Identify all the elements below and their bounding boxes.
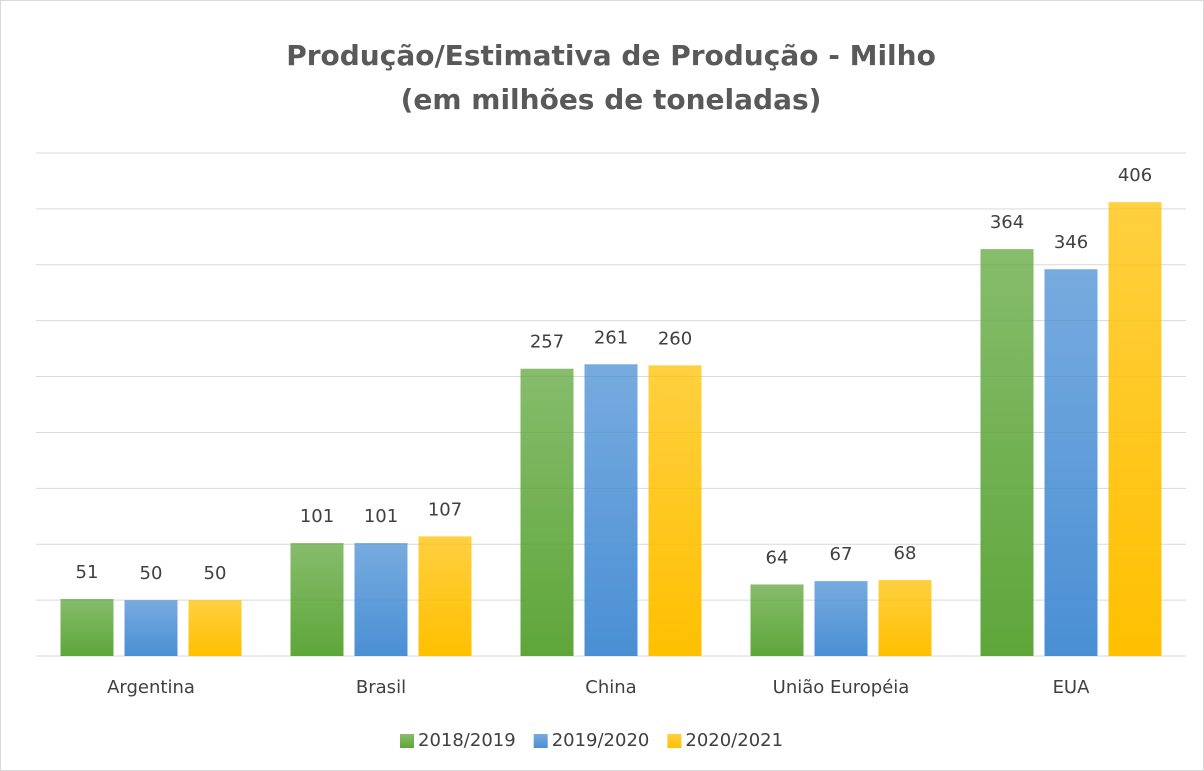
bar bbox=[188, 600, 242, 656]
legend-swatch bbox=[667, 734, 682, 748]
bar bbox=[878, 579, 932, 656]
x-tick-label: Brasil bbox=[356, 677, 406, 698]
legend-label: 2020/2021 bbox=[685, 730, 783, 751]
chart-subtitle: (em milhões de toneladas) bbox=[401, 83, 822, 116]
bar bbox=[520, 368, 574, 656]
data-label: 257 bbox=[530, 332, 564, 353]
bar bbox=[1044, 269, 1098, 656]
bar bbox=[648, 365, 702, 656]
bar bbox=[1108, 202, 1162, 656]
bar bbox=[354, 543, 408, 656]
bar bbox=[60, 598, 114, 656]
bar bbox=[124, 600, 178, 656]
legend-swatch bbox=[400, 734, 414, 748]
chart-title: Produção/Estimativa de Produção - Milho bbox=[286, 39, 936, 72]
x-tick-label: China bbox=[585, 677, 636, 698]
x-tick-label: União Européia bbox=[773, 677, 910, 698]
data-label: 51 bbox=[76, 562, 99, 583]
data-label: 364 bbox=[990, 212, 1024, 233]
data-label: 261 bbox=[594, 327, 628, 348]
legend-swatch bbox=[533, 734, 548, 748]
data-label: 107 bbox=[428, 499, 462, 520]
bar bbox=[814, 581, 868, 656]
bar bbox=[980, 249, 1034, 656]
data-label: 260 bbox=[658, 328, 692, 349]
data-label: 101 bbox=[364, 506, 398, 527]
bar bbox=[418, 536, 472, 656]
data-label: 64 bbox=[766, 547, 789, 568]
data-label: 346 bbox=[1054, 232, 1088, 253]
data-label: 406 bbox=[1118, 165, 1152, 186]
legend-label: 2018/2019 bbox=[418, 730, 516, 751]
x-tick-label: EUA bbox=[1053, 677, 1091, 698]
data-label: 68 bbox=[894, 543, 917, 564]
bar bbox=[750, 584, 804, 656]
bar bbox=[584, 364, 638, 656]
data-label: 101 bbox=[300, 506, 334, 527]
data-label: 50 bbox=[204, 563, 227, 584]
x-tick-label: Argentina bbox=[107, 677, 195, 698]
data-label: 67 bbox=[830, 544, 853, 565]
legend-label: 2019/2020 bbox=[552, 730, 650, 751]
data-label: 50 bbox=[140, 563, 163, 584]
bar bbox=[290, 543, 344, 656]
